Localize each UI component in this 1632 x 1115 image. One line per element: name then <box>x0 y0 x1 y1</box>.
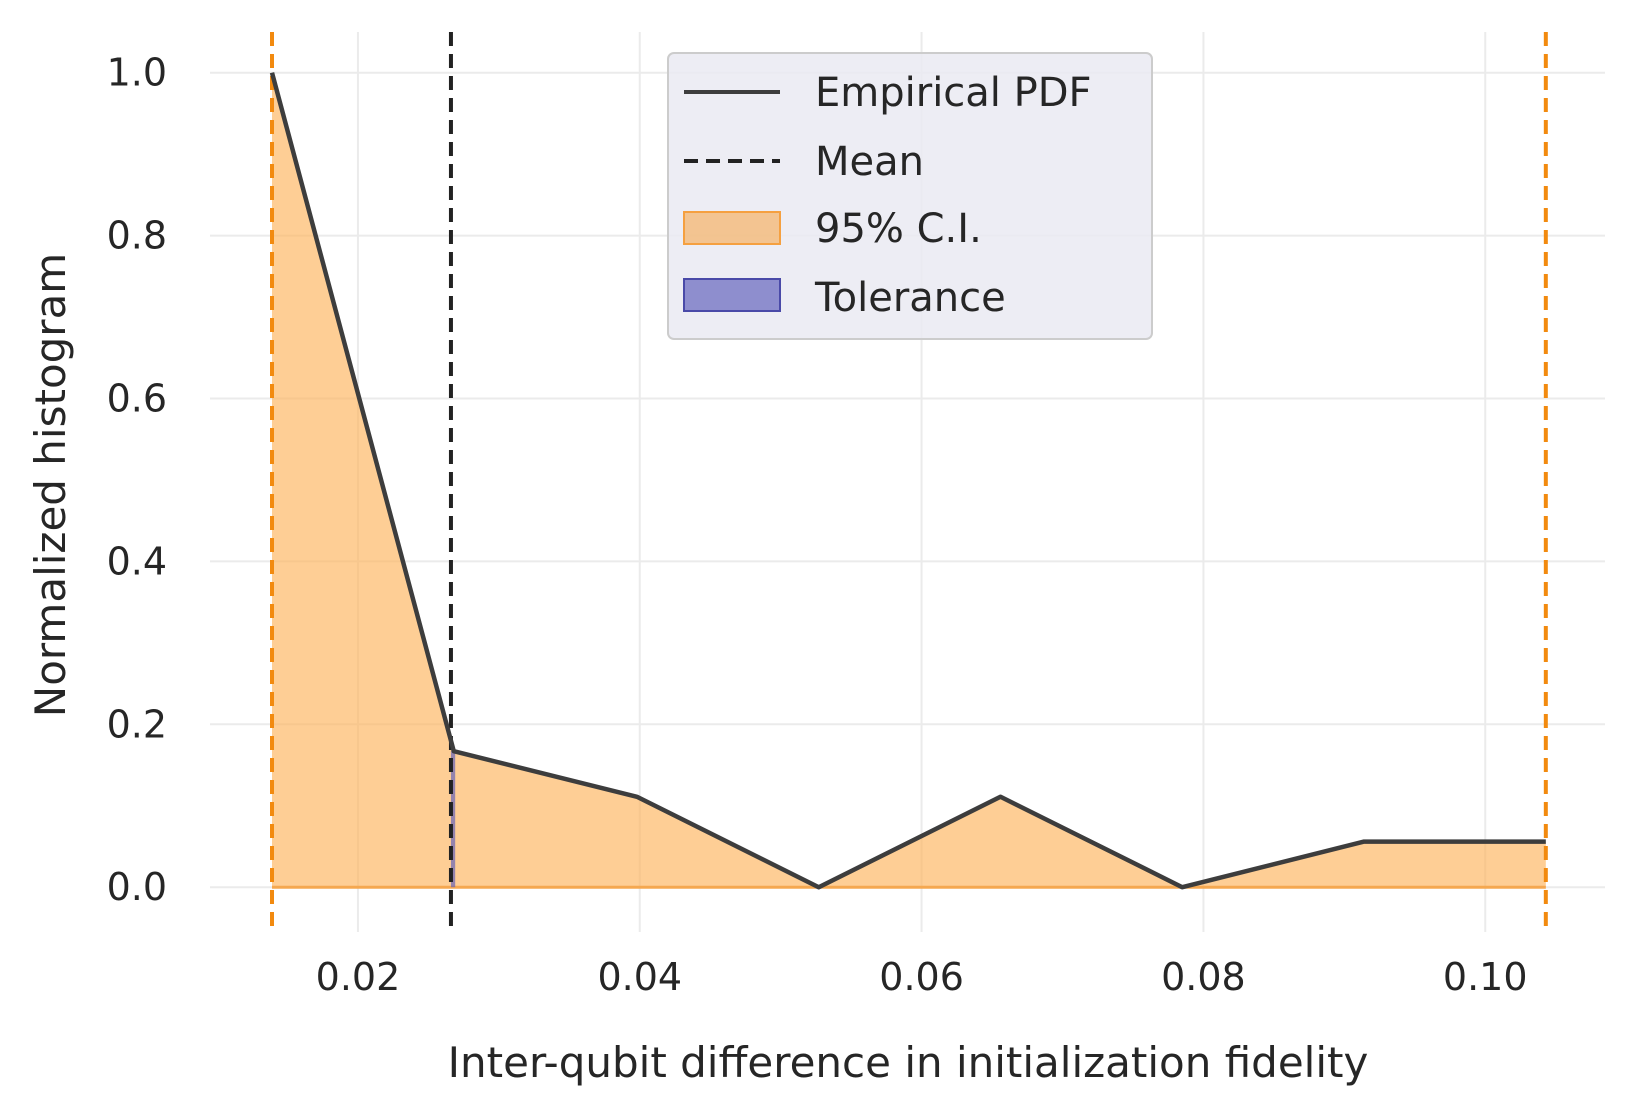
x-tick-label-0: 0.02 <box>316 955 401 999</box>
x-tick-label-2: 0.06 <box>879 955 964 999</box>
y-tick-label-3: 0.6 <box>107 377 167 421</box>
empirical-pdf-line <box>269 72 1546 890</box>
legend-swatch-tolerance <box>683 278 781 312</box>
legend-swatch-ci <box>683 211 781 245</box>
y-tick-label-2: 0.4 <box>107 539 167 583</box>
y-axis-ticks: 0.0 0.2 0.4 0.6 0.8 1.0 <box>107 51 167 909</box>
legend: Empirical PDF Mean 95% C.I. Tolerance <box>667 52 1153 340</box>
ci-fill-area <box>272 72 1546 888</box>
legend-frame <box>667 52 1153 340</box>
legend-label-empirical-pdf: Empirical PDF <box>815 70 1092 116</box>
y-tick-label-1: 0.2 <box>107 702 167 746</box>
y-tick-label-5: 1.0 <box>107 51 167 95</box>
y-axis-label: Normalized histogram <box>26 253 75 717</box>
marks <box>269 32 1548 932</box>
x-tick-label-4: 0.10 <box>1443 955 1528 999</box>
x-axis-label: Inter-qubit difference in initialization… <box>448 1038 1369 1087</box>
legend-label-tolerance: Tolerance <box>814 275 1006 321</box>
tolerance-area <box>450 751 456 888</box>
legend-label-ci: 95% C.I. <box>815 206 982 252</box>
y-tick-label-4: 0.8 <box>107 214 167 258</box>
x-tick-label-3: 0.08 <box>1161 955 1246 999</box>
x-tick-label-1: 0.04 <box>597 955 682 999</box>
legend-label-mean: Mean <box>815 139 924 185</box>
y-tick-label-0: 0.0 <box>107 865 167 909</box>
x-axis-ticks: 0.02 0.04 0.06 0.08 0.10 <box>316 955 1528 999</box>
